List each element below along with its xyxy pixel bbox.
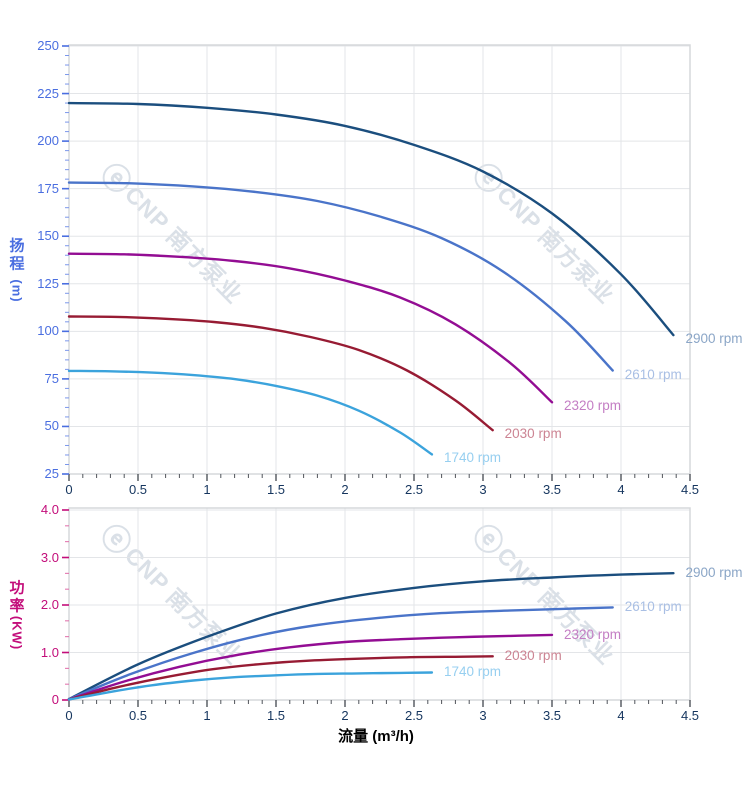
flow-axis-title: 流量 (m³/h) (338, 728, 414, 745)
x-tick-label: 2.5 (404, 482, 424, 497)
rpm-label-2030: 2030 rpm (504, 648, 562, 664)
x-tick-label: 3.5 (542, 708, 562, 723)
rpm-label-2610: 2610 rpm (624, 599, 682, 615)
y-tick-label: 200 (37, 133, 59, 149)
head-axis-title-char: 程 (9, 255, 25, 273)
x-tick-label: 2.5 (404, 708, 424, 723)
x-tick-label: 0.5 (128, 482, 148, 497)
head-axis-title-char: 扬 (9, 237, 25, 255)
rpm-label-1740: 1740 rpm (443, 450, 501, 466)
x-tick-label: 4 (617, 482, 625, 497)
head-axis-unit: (m) (9, 279, 25, 303)
x-tick-label: 1.5 (266, 708, 286, 723)
x-tick-label: 3 (479, 708, 487, 723)
power-axis-title-char: 功 (9, 579, 25, 597)
x-tick-label: 3.5 (542, 482, 562, 497)
x-tick-label: 0 (65, 708, 73, 723)
x-tick-label: 1.5 (266, 482, 286, 497)
y-tick-label: 175 (37, 180, 59, 196)
x-tick-label: 4.5 (680, 482, 700, 497)
power-axis-title: 功 率 (KW) (0, 579, 34, 651)
y-tick-label: 150 (37, 228, 59, 244)
y-tick-label: 0 (51, 692, 59, 707)
y-tick-label: 75 (44, 370, 59, 386)
head-axis-title: 扬 程 (m) (5, 237, 28, 303)
x-tick-label: 2 (341, 482, 349, 497)
y-tick-label: 1.0 (40, 644, 59, 660)
x-tick-label: 2 (341, 708, 349, 723)
x-tick-label: 1 (203, 482, 211, 497)
y-tick-label: 50 (44, 418, 59, 434)
y-tick-label: 250 (37, 38, 59, 53)
rpm-label-2320: 2320 rpm (564, 626, 622, 642)
x-tick-label: 1 (203, 708, 211, 723)
y-tick-label: 125 (37, 275, 59, 291)
x-tick-label: 3 (479, 482, 487, 497)
rpm-label-1740: 1740 rpm (443, 664, 501, 680)
rpm-label-2900: 2900 rpm (685, 565, 743, 581)
x-tick-label: 0.5 (128, 708, 148, 723)
rpm-label-2900: 2900 rpm (685, 331, 743, 347)
power-axis-unit: (KW) (9, 615, 25, 651)
rpm-label-2320: 2320 rpm (564, 398, 622, 414)
y-tick-label: 4.0 (40, 502, 59, 517)
y-tick-label: 3.0 (40, 549, 59, 565)
x-tick-label: 0 (65, 482, 73, 497)
power-axis-title-char: 率 (9, 597, 25, 615)
rpm-label-2030: 2030 rpm (504, 426, 562, 442)
x-tick-label: 4.5 (680, 708, 700, 723)
y-tick-label: 2.0 (40, 597, 59, 612)
x-tick-label: 4 (617, 708, 625, 723)
y-tick-label: 100 (37, 323, 59, 339)
y-tick-label: 225 (37, 85, 59, 101)
y-tick-label: 25 (44, 466, 59, 481)
rpm-label-2610: 2610 rpm (624, 366, 682, 382)
